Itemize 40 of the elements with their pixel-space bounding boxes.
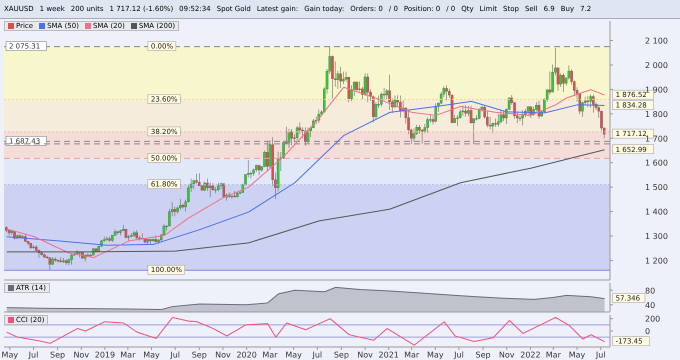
y-tick-label: 0 <box>645 327 650 336</box>
x-tick-label: May <box>427 350 444 360</box>
x-tick-label: Jul <box>311 350 322 360</box>
x-tick-label: Nov <box>357 350 374 360</box>
x-tick-label: Sep <box>192 350 207 360</box>
y-tick-label: 2 100 <box>645 36 668 46</box>
y-tick-label: 1 200 <box>645 256 668 266</box>
x-tick-label: Mar <box>262 350 278 360</box>
y-tick-label: 1 400 <box>645 208 668 217</box>
x-tick-label: Nov <box>73 350 90 360</box>
y-tick-label: 1 600 <box>645 158 668 168</box>
x-tick-label: 2022 <box>520 350 541 360</box>
x-tick-label: 2020 <box>236 350 257 360</box>
x-tick-label: Jul <box>594 350 606 360</box>
y-tick-label: 40 <box>645 300 656 310</box>
x-tick-label: May <box>143 350 160 360</box>
x-tick-label: Sep <box>50 350 66 360</box>
y-tick-label: 1 900 <box>645 85 668 94</box>
y-tick-label: 1 700 <box>645 134 668 144</box>
y-tick-label: 1 300 <box>645 232 668 242</box>
y-tick-label: 1 500 <box>645 183 668 192</box>
x-tick-label: Sep <box>334 350 349 360</box>
y-tick-label: 1 800 <box>645 110 668 119</box>
x-tick-label: 2019 <box>94 350 116 360</box>
y-tick-label: 200 <box>645 314 660 324</box>
x-tick-label: Jul <box>28 350 38 360</box>
x-tick-label: Nov <box>215 350 232 360</box>
x-tick-label: May <box>285 350 302 360</box>
y-tick-label: 2 000 <box>645 60 668 70</box>
x-tick-label: Jul <box>169 350 180 360</box>
x-tick-label: Mar <box>546 350 562 360</box>
x-tick-label: May <box>2 350 18 360</box>
x-tick-label: Sep <box>476 350 491 360</box>
x-tick-label: Nov <box>498 350 515 360</box>
x-tick-label: 2021 <box>378 350 399 360</box>
x-tick-label: Jul <box>453 350 464 360</box>
x-tick-label: May <box>568 350 586 360</box>
x-tick-label: Mar <box>120 350 136 360</box>
x-tick-label: Mar <box>404 350 420 360</box>
y-tick-label: 80 <box>645 286 656 296</box>
